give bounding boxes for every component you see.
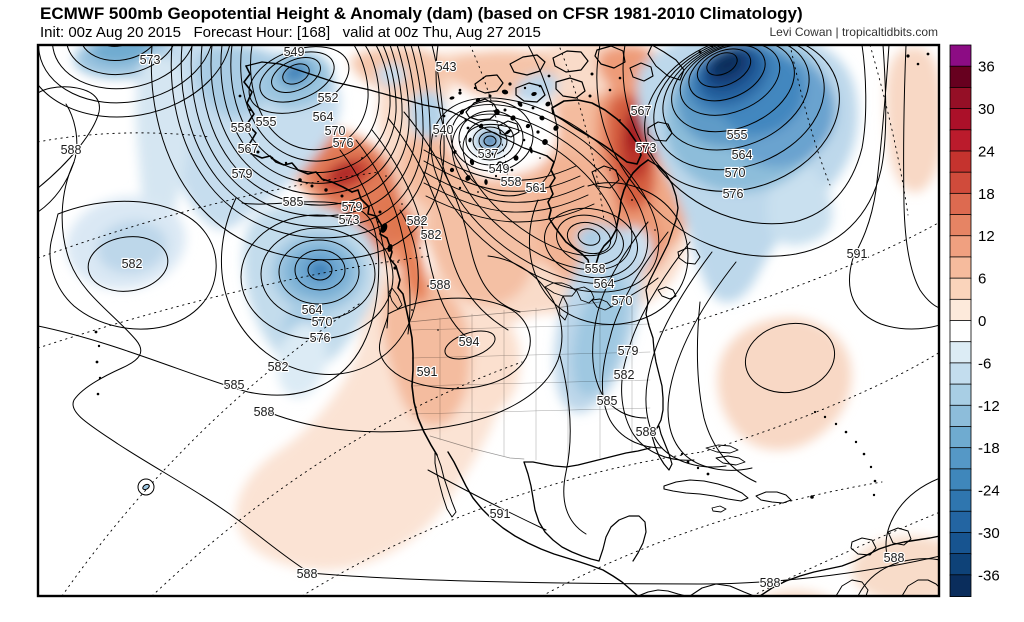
svg-text:0: 0 bbox=[978, 313, 986, 330]
svg-text:558: 558 bbox=[585, 262, 606, 276]
svg-text:555: 555 bbox=[256, 115, 277, 129]
svg-text:588: 588 bbox=[636, 425, 657, 439]
svg-text:549: 549 bbox=[284, 45, 305, 59]
svg-text:582: 582 bbox=[407, 214, 428, 228]
svg-text:585: 585 bbox=[224, 378, 245, 392]
svg-text:582: 582 bbox=[421, 228, 442, 242]
svg-text:30: 30 bbox=[978, 101, 995, 118]
svg-text:564: 564 bbox=[732, 148, 753, 162]
svg-text:558: 558 bbox=[231, 121, 252, 135]
svg-text:588: 588 bbox=[254, 405, 275, 419]
svg-text:573: 573 bbox=[140, 53, 161, 67]
svg-text:579: 579 bbox=[232, 167, 253, 181]
svg-text:537: 537 bbox=[478, 147, 499, 161]
svg-text:582: 582 bbox=[268, 360, 289, 374]
svg-text:570: 570 bbox=[312, 315, 333, 329]
svg-text:12: 12 bbox=[978, 228, 995, 245]
svg-text:576: 576 bbox=[723, 187, 744, 201]
svg-text:561: 561 bbox=[526, 181, 547, 195]
svg-text:-6: -6 bbox=[978, 355, 991, 372]
svg-text:-18: -18 bbox=[978, 440, 1000, 457]
svg-text:576: 576 bbox=[333, 136, 354, 150]
svg-text:582: 582 bbox=[614, 368, 635, 382]
svg-text:567: 567 bbox=[631, 104, 652, 118]
svg-text:585: 585 bbox=[283, 195, 304, 209]
svg-text:549: 549 bbox=[489, 162, 510, 176]
svg-text:36: 36 bbox=[978, 59, 995, 76]
svg-text:588: 588 bbox=[884, 551, 905, 565]
svg-text:594: 594 bbox=[459, 335, 480, 349]
svg-text:579: 579 bbox=[342, 200, 363, 214]
svg-text:582: 582 bbox=[122, 257, 143, 271]
svg-text:588: 588 bbox=[430, 278, 451, 292]
svg-text:540: 540 bbox=[433, 123, 454, 137]
svg-text:543: 543 bbox=[436, 60, 457, 74]
svg-text:591: 591 bbox=[417, 365, 438, 379]
svg-text:570: 570 bbox=[725, 166, 746, 180]
svg-text:-24: -24 bbox=[978, 483, 1000, 500]
svg-text:564: 564 bbox=[302, 303, 323, 317]
svg-text:585: 585 bbox=[597, 394, 618, 408]
svg-text:570: 570 bbox=[612, 294, 633, 308]
svg-text:588: 588 bbox=[760, 576, 781, 590]
svg-text:555: 555 bbox=[727, 128, 748, 142]
svg-text:579: 579 bbox=[618, 344, 639, 358]
svg-text:18: 18 bbox=[978, 186, 995, 203]
svg-text:24: 24 bbox=[978, 144, 995, 161]
svg-text:552: 552 bbox=[318, 91, 339, 105]
svg-text:570: 570 bbox=[325, 124, 346, 138]
svg-text:6: 6 bbox=[978, 271, 986, 288]
svg-text:576: 576 bbox=[310, 331, 331, 345]
svg-text:591: 591 bbox=[847, 247, 868, 261]
svg-text:Init: 00z Aug 20 2015 Foreca: Init: 00z Aug 20 2015 Forecast Hour: [16… bbox=[40, 24, 541, 41]
svg-text:564: 564 bbox=[594, 277, 615, 291]
svg-text:588: 588 bbox=[297, 567, 318, 581]
svg-text:ECMWF 500mb Geopotential Heigh: ECMWF 500mb Geopotential Height & Anomal… bbox=[40, 4, 803, 23]
svg-text:564: 564 bbox=[313, 110, 334, 124]
svg-text:-12: -12 bbox=[978, 398, 1000, 415]
svg-text:591: 591 bbox=[490, 507, 511, 521]
svg-text:588: 588 bbox=[61, 143, 82, 157]
svg-text:573: 573 bbox=[339, 213, 360, 227]
svg-text:558: 558 bbox=[501, 175, 522, 189]
svg-text:573: 573 bbox=[636, 141, 657, 155]
svg-text:-30: -30 bbox=[978, 525, 1000, 542]
svg-text:567: 567 bbox=[238, 142, 259, 156]
svg-text:Levi Cowan | tropicaltidbits.c: Levi Cowan | tropicaltidbits.com bbox=[769, 25, 938, 39]
svg-text:-36: -36 bbox=[978, 567, 1000, 584]
